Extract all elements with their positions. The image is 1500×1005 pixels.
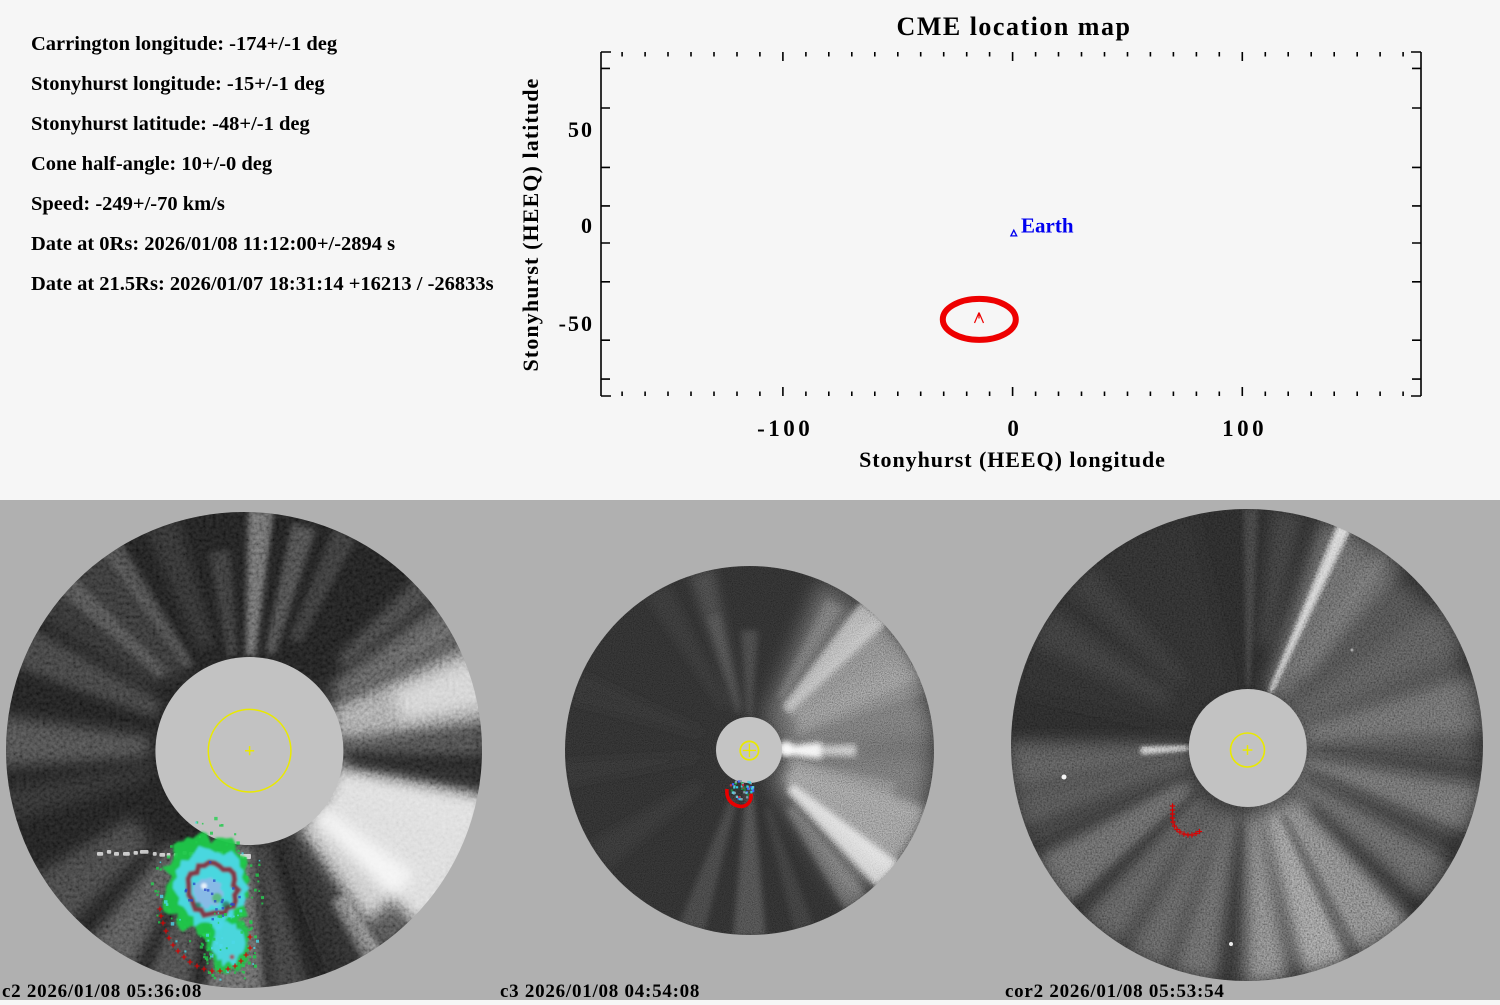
- svg-text:Stonyhurst latitude: -48+/-1 d: Stonyhurst latitude: -48+/-1 deg: [31, 113, 311, 135]
- svg-text:100: 100: [1222, 416, 1267, 441]
- svg-text:c2 2026/01/08 05:36:08: c2 2026/01/08 05:36:08: [2, 981, 202, 1000]
- svg-text:-50: -50: [559, 311, 594, 336]
- svg-text:Stonyhurst (HEEQ) longitude: Stonyhurst (HEEQ) longitude: [859, 447, 1166, 472]
- svg-text:Date at 21.5Rs: 2026/01/07 18:: Date at 21.5Rs: 2026/01/07 18:31:14 +162…: [31, 273, 494, 295]
- svg-text:Cone half-angle: 10+/-0 deg: Cone half-angle: 10+/-0 deg: [31, 153, 273, 175]
- svg-text:Earth: Earth: [1021, 214, 1074, 238]
- svg-text:Carrington longitude: -174+/-1: Carrington longitude: -174+/-1 deg: [31, 33, 338, 55]
- svg-text:-100: -100: [757, 416, 813, 441]
- svg-text:0: 0: [581, 213, 594, 238]
- svg-text:Stonyhurst longitude: -15+/-1: Stonyhurst longitude: -15+/-1 deg: [31, 73, 325, 95]
- svg-text:Stonyhurst (HEEQ) latitude: Stonyhurst (HEEQ) latitude: [518, 78, 543, 372]
- svg-text:50: 50: [568, 117, 594, 142]
- svg-text:c3 2026/01/08 04:54:08: c3 2026/01/08 04:54:08: [500, 981, 700, 1000]
- svg-text:CME location map: CME location map: [897, 12, 1132, 41]
- svg-text:Date at 0Rs: 2026/01/08 11:12:: Date at 0Rs: 2026/01/08 11:12:00+/-2894 …: [31, 233, 395, 255]
- svg-text:0: 0: [1007, 416, 1022, 441]
- svg-text:cor2 2026/01/08 05:53:54: cor2 2026/01/08 05:53:54: [1005, 981, 1225, 1000]
- svg-text:Speed: -249+/-70 km/s: Speed: -249+/-70 km/s: [31, 193, 225, 215]
